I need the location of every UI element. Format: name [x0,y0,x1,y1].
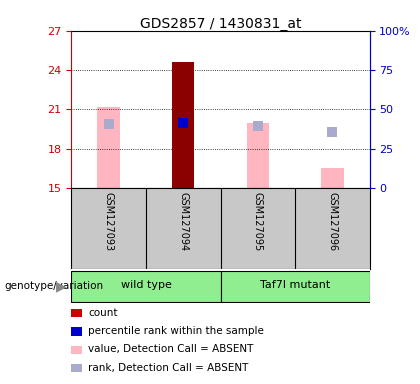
Bar [321,169,344,188]
Bar [220,271,370,302]
Text: count: count [88,308,118,318]
Text: GSM127094: GSM127094 [178,192,188,251]
Text: GSM127096: GSM127096 [327,192,337,251]
Bar [172,62,194,188]
Text: wild type: wild type [121,280,171,290]
Bar [71,271,220,302]
Text: GDS2857 / 1430831_at: GDS2857 / 1430831_at [140,17,301,31]
Text: value, Detection Call = ABSENT: value, Detection Call = ABSENT [88,344,254,354]
Text: rank, Detection Call = ABSENT: rank, Detection Call = ABSENT [88,363,249,373]
Text: genotype/variation: genotype/variation [4,281,103,291]
Text: Taf7l mutant: Taf7l mutant [260,280,330,290]
Bar [247,122,269,188]
Point [180,119,186,126]
Text: GSM127095: GSM127095 [253,192,263,252]
Text: ▶: ▶ [55,279,66,293]
Text: GSM127093: GSM127093 [104,192,114,251]
Point [255,123,261,129]
Point [105,121,112,127]
Text: percentile rank within the sample: percentile rank within the sample [88,326,264,336]
Bar [97,107,120,188]
Point [329,129,336,135]
